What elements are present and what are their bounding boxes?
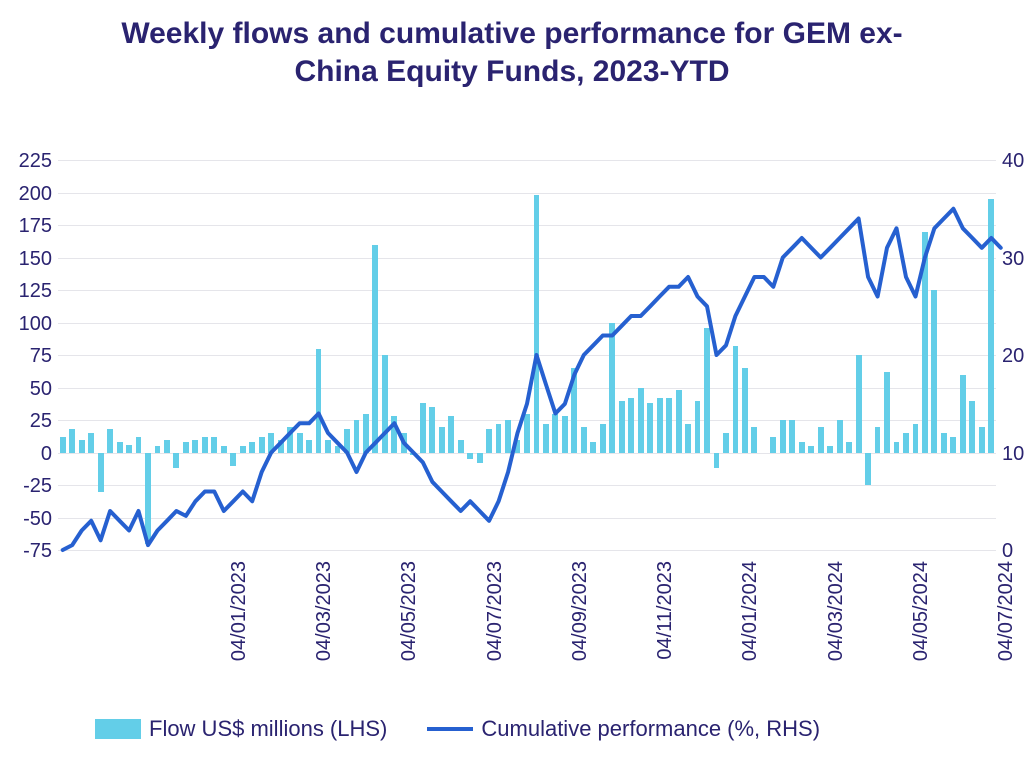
y-left-tick: -25 [23,475,52,498]
performance-line [58,160,996,550]
y-right-tick: 40 [1002,150,1024,173]
x-tick: 04/07/2023 [484,561,507,716]
y-left-tick: 225 [19,150,52,173]
y-right-tick: 10 [1002,443,1024,466]
x-tick: 04/01/2024 [739,561,762,716]
legend-label: Cumulative performance (%, RHS) [481,716,820,742]
x-tick: 04/01/2023 [228,561,251,716]
y-left-tick: 175 [19,215,52,238]
x-tick: 04/03/2023 [313,561,336,716]
y-right-tick: 30 [1002,248,1024,271]
y-left-tick: -75 [23,540,52,563]
legend-item-performance: Cumulative performance (%, RHS) [427,716,820,742]
y-left-tick: 50 [30,378,52,401]
y-left-tick: 0 [41,443,52,466]
chart-title: Weekly flows and cumulative performance … [0,15,1024,90]
x-tick: 04/05/2024 [910,561,933,716]
y-left-tick: 100 [19,313,52,336]
gridline [58,550,996,551]
plot-area [58,160,996,550]
x-tick: 04/09/2023 [569,561,592,716]
y-right-tick: 0 [1002,540,1013,563]
legend-item-flow: Flow US$ millions (LHS) [95,716,387,742]
x-tick: 04/03/2024 [825,561,848,716]
chart-container: Weekly flows and cumulative performance … [0,0,1024,777]
x-tick: 04/11/2023 [654,561,677,716]
y-left-tick: 75 [30,345,52,368]
legend: Flow US$ millions (LHS) Cumulative perfor… [95,716,820,742]
y-left-tick: 200 [19,183,52,206]
x-tick: 04/05/2023 [398,561,421,716]
y-left-tick: 25 [30,410,52,433]
legend-swatch-line [427,727,473,731]
y-left-tick: 150 [19,248,52,271]
y-left-tick: 125 [19,280,52,303]
y-left-tick: -50 [23,508,52,531]
x-tick: 04/07/2024 [995,561,1018,716]
y-right-tick: 20 [1002,345,1024,368]
legend-label: Flow US$ millions (LHS) [149,716,387,742]
legend-swatch-bar [95,719,141,739]
